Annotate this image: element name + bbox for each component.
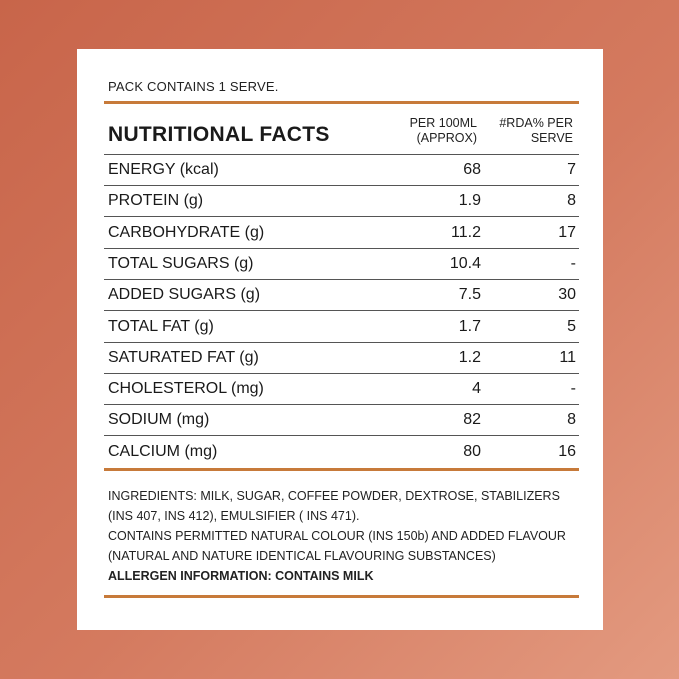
nutrition-row: SODIUM (mg) 82 8	[104, 405, 579, 437]
per-100ml-value: 80	[463, 442, 481, 460]
row-divider	[104, 372, 579, 374]
ingredients-block: INGREDIENTS: MILK, SUGAR, COFFEE POWDER,…	[108, 486, 583, 586]
nutrition-row: TOTAL SUGARS (g) 10.4 -	[104, 249, 579, 280]
row-divider	[104, 278, 579, 280]
nutrition-row: ENERGY (kcal) 68 7	[104, 155, 579, 186]
nutrient-name: SATURATED FAT (g)	[108, 348, 259, 366]
ingredients-line: CONTAINS PERMITTED NATURAL COLOUR (INS 1…	[108, 529, 566, 543]
top-divider	[104, 101, 579, 104]
rda-header-line1: #RDA% PER	[499, 116, 573, 130]
nutrient-name: CHOLESTEROL (mg)	[108, 380, 264, 398]
ingredients-line: (NATURAL AND NATURE IDENTICAL FLAVOURING…	[108, 549, 496, 563]
per-100ml-value: 7.5	[458, 286, 481, 304]
per-100ml-header-line2: (APPROX)	[416, 131, 477, 145]
nutrition-row: CALCIUM (mg) 80 16	[104, 437, 579, 468]
per-100ml-value: 82	[463, 411, 481, 429]
row-divider	[104, 247, 579, 249]
nutrition-row: ADDED SUGARS (g) 7.5 30	[104, 280, 579, 312]
table-bottom-divider	[104, 468, 579, 471]
per-100ml-header-line1: PER 100ML	[409, 116, 477, 130]
rda-value: 8	[567, 192, 576, 210]
bottom-divider	[104, 595, 579, 598]
nutrition-row: PROTEIN (g) 1.9 8	[104, 186, 579, 218]
ingredients-line: INGREDIENTS: MILK, SUGAR, COFFEE POWDER,…	[108, 489, 560, 503]
per-100ml-value: 1.7	[458, 317, 481, 335]
rda-value: 17	[558, 223, 576, 241]
nutrition-label-card: PACK CONTAINS 1 SERVE. NUTRITIONAL FACTS…	[77, 49, 603, 630]
per-100ml-value: 4	[472, 380, 481, 398]
nutrient-name: TOTAL FAT (g)	[108, 317, 214, 335]
nutrient-name: TOTAL SUGARS (g)	[108, 254, 254, 272]
nutrition-row: TOTAL FAT (g) 1.7 5	[104, 312, 579, 343]
per-100ml-value: 1.2	[458, 348, 481, 366]
row-divider	[104, 435, 579, 437]
nutrition-row: CARBOHYDRATE (g) 11.2 17	[104, 218, 579, 249]
per-100ml-value: 10.4	[449, 254, 481, 272]
allergen-info: ALLERGEN INFORMATION: CONTAINS MILK	[108, 569, 374, 583]
rda-header-line2: SERVE	[530, 131, 573, 145]
ingredients-line: (INS 407, INS 412), EMULSIFIER ( INS 471…	[108, 509, 360, 523]
per-100ml-value: 1.9	[458, 192, 481, 210]
row-divider	[104, 310, 579, 312]
nutrient-name: ADDED SUGARS (g)	[108, 286, 261, 304]
table-title: NUTRITIONAL FACTS	[108, 123, 330, 146]
row-divider	[104, 341, 579, 343]
rda-value: 30	[558, 286, 576, 304]
rda-value: -	[570, 380, 576, 398]
rda-value: 16	[558, 442, 576, 460]
row-divider	[104, 185, 579, 186]
rda-value: -	[570, 254, 576, 272]
row-divider	[104, 404, 579, 406]
header-divider	[104, 154, 579, 155]
per-100ml-header: PER 100ML (APPROX)	[410, 116, 477, 146]
rda-value: 11	[559, 348, 576, 366]
nutrition-row: CHOLESTEROL (mg) 4 -	[104, 374, 579, 406]
rda-value: 5	[567, 317, 576, 335]
rda-header: #RDA% PER SERVE	[499, 116, 573, 146]
per-100ml-value: 11.2	[451, 223, 481, 241]
nutrient-name: PROTEIN (g)	[108, 192, 204, 210]
nutrient-name: CALCIUM (mg)	[108, 442, 218, 460]
nutrition-row: SATURATED FAT (g) 1.2 11	[104, 343, 579, 374]
row-divider	[104, 216, 579, 218]
rda-value: 7	[567, 161, 576, 178]
rda-value: 8	[567, 411, 576, 429]
nutrient-name: CARBOHYDRATE (g)	[108, 223, 265, 241]
nutrient-name: SODIUM (mg)	[108, 411, 210, 429]
pack-info-text: PACK CONTAINS 1 SERVE.	[108, 79, 279, 94]
nutrient-name: ENERGY (kcal)	[108, 161, 219, 178]
per-100ml-value: 68	[463, 161, 481, 178]
